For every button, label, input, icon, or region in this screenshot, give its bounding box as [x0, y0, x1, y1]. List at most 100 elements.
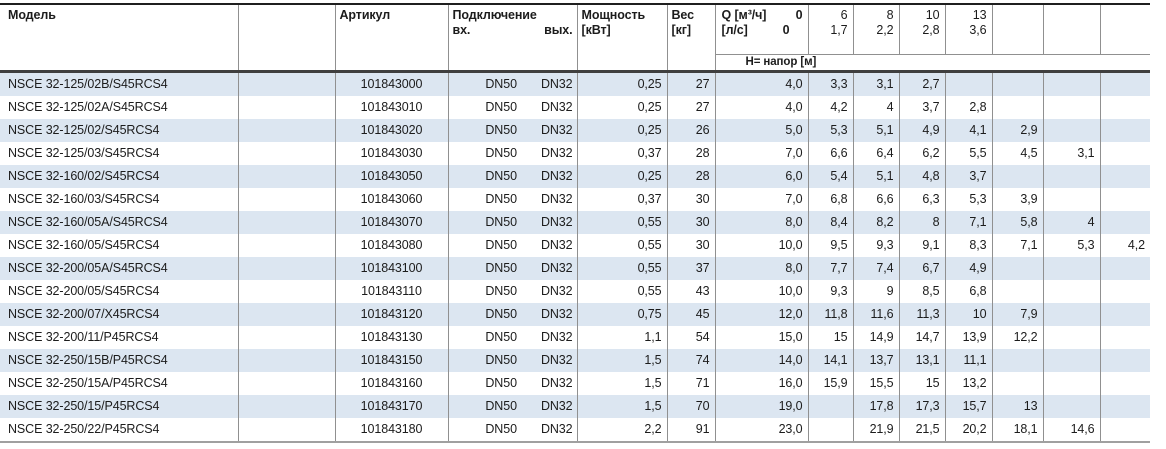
head-cell-4: 10 — [945, 303, 993, 326]
head-cell-2: 9,3 — [853, 234, 900, 257]
empty-cell — [238, 142, 336, 165]
head-cell-0: 6,0 — [715, 165, 809, 188]
head-cell-1: 9,5 — [808, 234, 854, 257]
dn-outlet-value: DN32 — [540, 146, 573, 160]
head-cell-0: 8,0 — [715, 211, 809, 234]
head-cell-4: 5,3 — [945, 188, 993, 211]
dn-inlet-value: DN50 — [485, 353, 517, 367]
head-cell-7: 4,2 — [1127, 238, 1145, 252]
dn-outlet-value: DN32 — [540, 422, 573, 436]
head-cell-7 — [1100, 372, 1150, 395]
dn-inlet-value: DN50 — [485, 146, 517, 160]
head-cell-4: 13,2 — [945, 372, 993, 395]
head-cell-7 — [1100, 211, 1150, 234]
head-cell-5 — [992, 372, 1044, 395]
empty-cell — [238, 96, 336, 119]
head-cell-6 — [1043, 395, 1101, 418]
head-cell-5 — [992, 165, 1044, 188]
power-cell: 1,5 — [577, 372, 668, 395]
dn-inlet-value: DN50 — [485, 307, 517, 321]
dn-outlet-value: DN32 — [540, 376, 573, 390]
head-cell-4 — [945, 71, 993, 96]
weight-cell: 28 — [667, 165, 716, 188]
article-cell: 101843050 — [335, 165, 449, 188]
head-cell-3: 11,3 — [899, 303, 946, 326]
head-cell-7 — [1100, 257, 1150, 280]
head-cell-1: 11,8 — [808, 303, 854, 326]
column-header-article: Артикул — [335, 4, 449, 73]
head-cell-3: 3,7 — [899, 96, 946, 119]
article-cell: 101843010 — [335, 96, 449, 119]
connection-cell: DN50 DN32 — [448, 372, 578, 395]
model-cell: NSCE 32-200/05/S45RCS4 — [0, 280, 239, 303]
connection-inlet-label: вх. — [452, 23, 471, 37]
power-cell: 0,25 — [577, 165, 668, 188]
article-cell: 101843160 — [335, 372, 449, 395]
head-cell-3: 15 — [899, 372, 946, 395]
dn-outlet-value: DN32 — [540, 261, 573, 275]
empty-cell — [238, 257, 336, 280]
dn-outlet-value: DN32 — [540, 192, 573, 206]
power-cell: 0,37 — [577, 142, 668, 165]
empty-cell — [238, 211, 336, 234]
power-cell: 0,75 — [577, 303, 668, 326]
flow-q-m3h-label: Q [м³/ч] — [721, 8, 767, 22]
model-cell: NSCE 32-160/05/S45RCS4 — [0, 234, 239, 257]
weight-cell: 54 — [667, 326, 716, 349]
weight-cell: 74 — [667, 349, 716, 372]
head-cell-2: 13,7 — [853, 349, 900, 372]
weight-cell: 43 — [667, 280, 716, 303]
head-cell-3: 2,7 — [899, 71, 946, 96]
head-cell-6 — [1043, 119, 1101, 142]
head-cell-0: 12,0 — [715, 303, 809, 326]
table-row: NSCE 32-200/11/P45RCS4 101843130 DN50 DN… — [0, 326, 1150, 349]
flow-q-ls-label: [л/с] — [721, 23, 748, 37]
head-cell-1 — [808, 418, 854, 442]
head-cell-1: 5,4 — [808, 165, 854, 188]
head-cell-7 — [1100, 188, 1150, 211]
power-cell: 0,55 — [577, 211, 668, 234]
model-cell: NSCE 32-250/15A/P45RCS4 — [0, 372, 239, 395]
connection-cell: DN50 DN32 — [448, 96, 578, 119]
head-cell-2: 6,6 — [853, 188, 900, 211]
head-cell-5: 4,5 — [992, 142, 1044, 165]
weight-cell: 30 — [667, 211, 716, 234]
dn-inlet-value: DN50 — [485, 422, 517, 436]
connection-cell: DN50 DN32 — [448, 119, 578, 142]
power-cell: 2,2 — [577, 418, 668, 442]
dn-outlet-value: DN32 — [540, 330, 573, 344]
connection-cell: DN50 DN32 — [448, 188, 578, 211]
dn-inlet-value: DN50 — [485, 330, 517, 344]
head-cell-2: 8,2 — [853, 211, 900, 234]
table-header: Модель Артикул Подключение вх. вых. Мощн… — [0, 4, 1150, 73]
head-cell-4: 7,1 — [945, 211, 993, 234]
column-header-flow-1: 6 1,7 — [808, 4, 854, 55]
model-cell: NSCE 32-160/05A/S45RCS4 — [0, 211, 239, 234]
head-cell-3: 13,1 — [899, 349, 946, 372]
power-cell: 1,5 — [577, 395, 668, 418]
connection-cell: DN50 DN32 — [448, 71, 578, 96]
head-cell-1: 14,1 — [808, 349, 854, 372]
weight-cell: 37 — [667, 257, 716, 280]
power-cell: 0,55 — [577, 257, 668, 280]
head-cell-4: 4,9 — [945, 257, 993, 280]
empty-cell — [238, 303, 336, 326]
empty-cell — [238, 395, 336, 418]
head-cell-6 — [1043, 165, 1101, 188]
head-cell-3: 4,8 — [899, 165, 946, 188]
head-cell-5: 5,8 — [992, 211, 1044, 234]
article-cell: 101843020 — [335, 119, 449, 142]
weight-cell: 70 — [667, 395, 716, 418]
head-cell-4: 2,8 — [945, 96, 993, 119]
head-cell-6: 3,1 — [1043, 142, 1101, 165]
connection-cell: DN50 DN32 — [448, 234, 578, 257]
column-header-flow-5 — [992, 4, 1044, 55]
connection-cell: DN50 DN32 — [448, 142, 578, 165]
table-row: NSCE 32-125/02B/S45RCS4 101843000 DN50 D… — [0, 71, 1150, 96]
dn-inlet-value: DN50 — [485, 376, 517, 390]
head-cell-2: 21,9 — [853, 418, 900, 442]
head-cell-0: 14,0 — [715, 349, 809, 372]
head-cell-0: 7,0 — [715, 142, 809, 165]
weight-cell: 91 — [667, 418, 716, 442]
dn-outlet-value: DN32 — [540, 123, 573, 137]
